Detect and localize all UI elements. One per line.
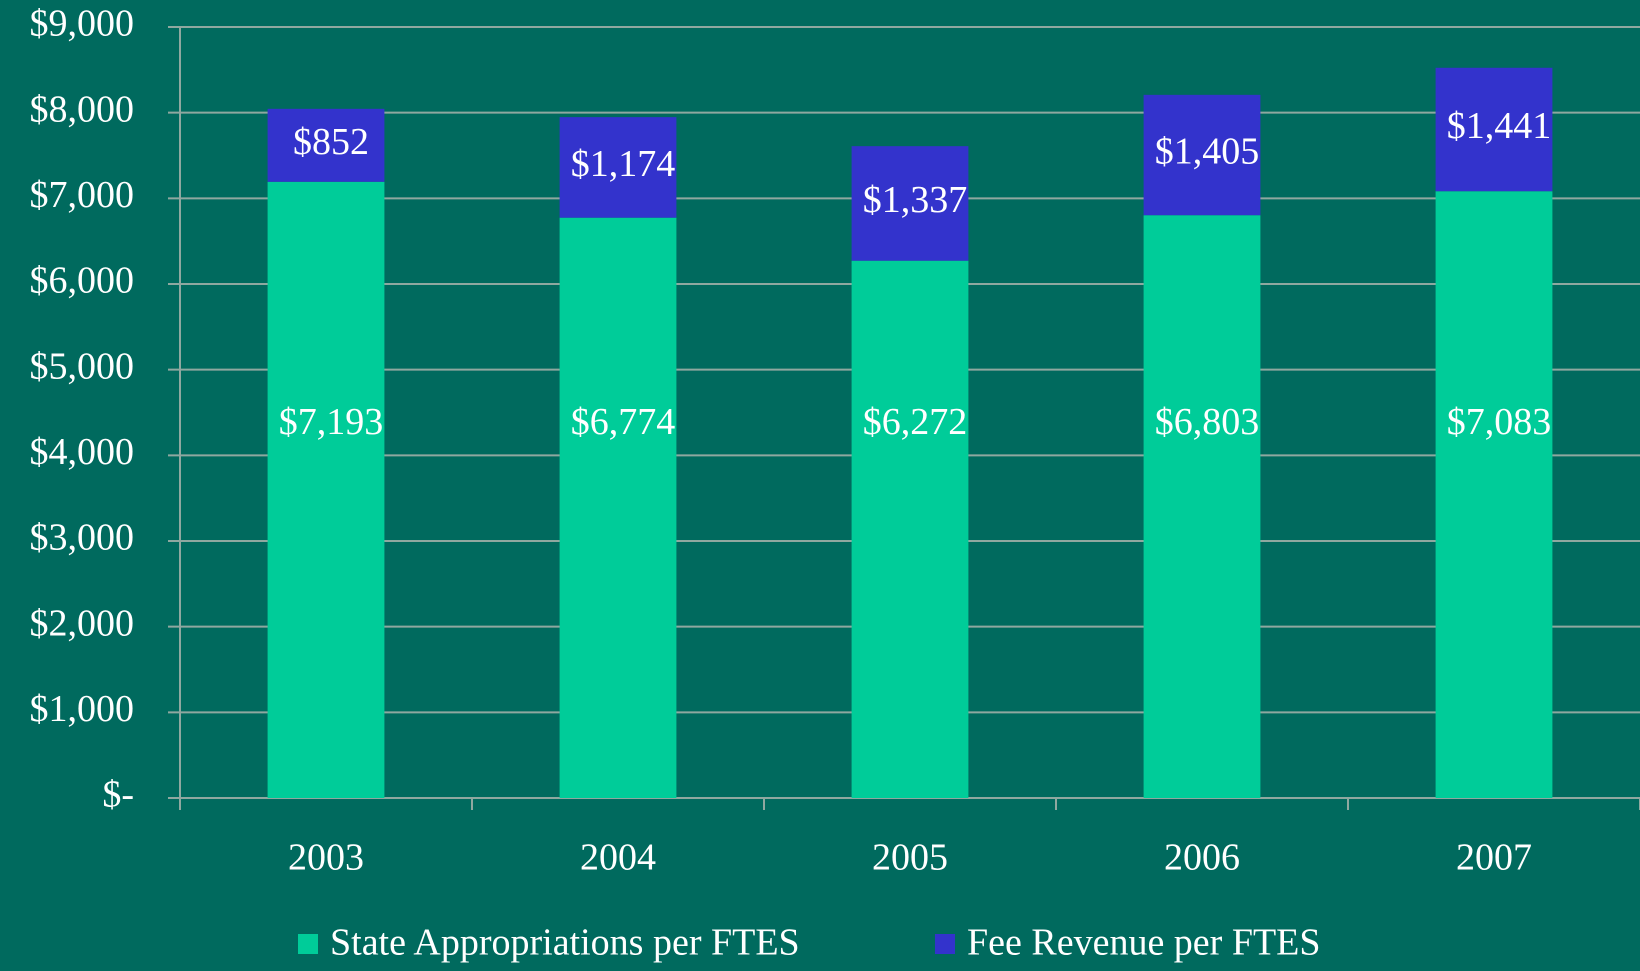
bar-segment bbox=[559, 117, 677, 218]
data-label: $6,803 bbox=[1155, 401, 1260, 443]
x-tick-label: 2003 bbox=[288, 837, 364, 879]
y-tick-label: $4,000 bbox=[30, 431, 135, 473]
legend-swatch bbox=[935, 934, 955, 954]
x-tick-label: 2006 bbox=[1164, 837, 1240, 879]
bar-segment bbox=[267, 181, 385, 798]
y-tick-label: $9,000 bbox=[30, 3, 135, 45]
y-tick-label: $2,000 bbox=[30, 602, 135, 644]
legend-swatch bbox=[298, 934, 318, 954]
y-tick-label: $5,000 bbox=[30, 345, 135, 387]
bar-segment bbox=[559, 217, 677, 799]
bar-segment bbox=[267, 108, 385, 182]
bar-segment bbox=[1435, 191, 1553, 798]
data-label: $7,083 bbox=[1447, 401, 1552, 443]
data-label: $1,405 bbox=[1155, 131, 1260, 173]
y-tick-label: $8,000 bbox=[30, 88, 135, 130]
bar-segment bbox=[851, 260, 969, 798]
bar-segment bbox=[1143, 94, 1261, 216]
legend-label: State Appropriations per FTES bbox=[330, 922, 800, 964]
y-tick-label: $3,000 bbox=[30, 517, 135, 559]
legend-label: Fee Revenue per FTES bbox=[967, 922, 1321, 964]
data-label: $1,441 bbox=[1447, 105, 1552, 147]
data-label: $1,174 bbox=[571, 143, 676, 185]
data-label: $852 bbox=[293, 121, 369, 163]
data-label: $1,337 bbox=[863, 179, 968, 221]
x-tick-label: 2007 bbox=[1456, 837, 1532, 879]
y-tick-label: $7,000 bbox=[30, 174, 135, 216]
data-label: $6,272 bbox=[863, 401, 968, 443]
bar-segment bbox=[851, 146, 969, 261]
y-tick-label: $- bbox=[102, 774, 134, 816]
bar-segment bbox=[1435, 67, 1553, 192]
y-tick-label: $1,000 bbox=[30, 688, 135, 730]
data-label: $6,774 bbox=[571, 401, 676, 443]
x-tick-label: 2005 bbox=[872, 837, 948, 879]
bar-segment bbox=[1143, 215, 1261, 799]
x-tick-label: 2004 bbox=[580, 837, 656, 879]
y-tick-label: $6,000 bbox=[30, 260, 135, 302]
data-label: $7,193 bbox=[279, 401, 384, 443]
